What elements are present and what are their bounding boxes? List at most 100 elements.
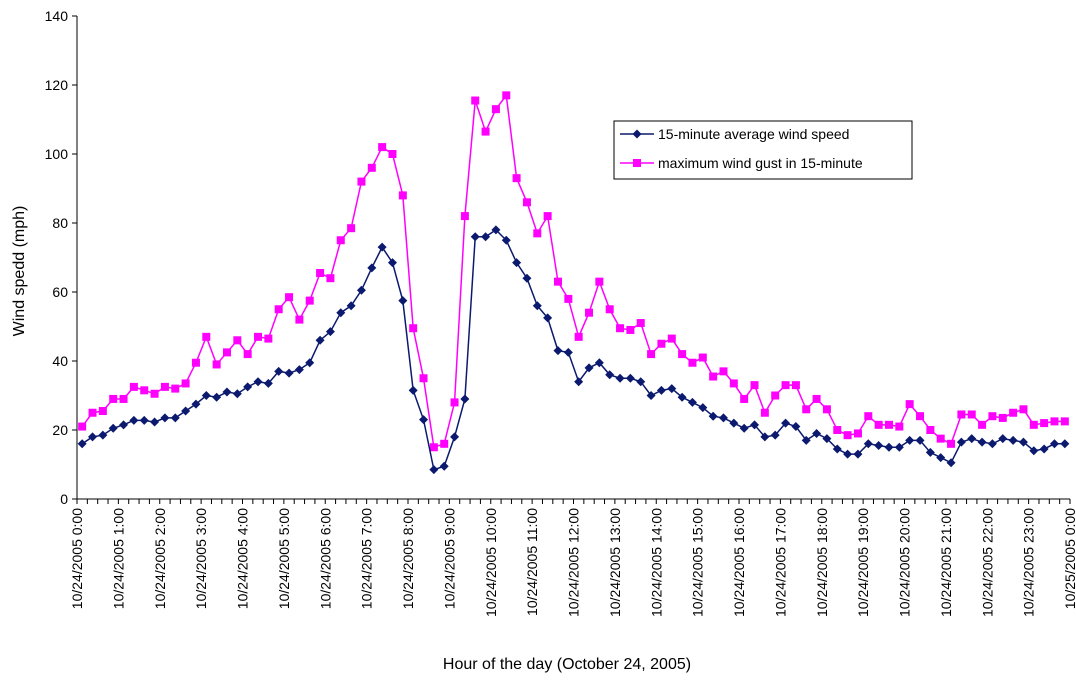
data-point — [625, 373, 635, 383]
data-point — [1049, 439, 1059, 449]
data-point — [946, 458, 956, 468]
data-point — [874, 420, 883, 429]
data-point — [812, 428, 822, 438]
data-point — [687, 397, 697, 407]
y-tick-label: 120 — [45, 77, 69, 93]
y-axis-label: Wind spedd (mph) — [11, 206, 28, 337]
x-tick-label: 10/24/2005 23:00 — [1021, 508, 1037, 617]
legend-box — [613, 120, 913, 180]
data-point — [998, 413, 1007, 422]
data-point — [740, 394, 749, 403]
x-tick-label: 10/24/2005 16:00 — [731, 508, 747, 617]
data-point — [471, 96, 480, 105]
data-point — [512, 258, 522, 268]
data-point — [936, 434, 945, 443]
data-point — [729, 418, 739, 428]
x-tick-label: 10/24/2005 18:00 — [814, 508, 830, 617]
data-point — [564, 294, 573, 303]
data-point — [864, 412, 873, 421]
data-point — [667, 334, 676, 343]
data-point — [1050, 417, 1059, 426]
data-point — [367, 163, 376, 172]
data-point — [88, 408, 97, 417]
data-point — [532, 301, 542, 311]
data-point — [843, 449, 853, 459]
data-point — [750, 381, 759, 390]
data-point — [460, 212, 469, 221]
data-point — [884, 442, 894, 452]
y-tick-label: 100 — [45, 146, 69, 162]
data-point — [750, 420, 760, 430]
data-point — [419, 415, 429, 425]
data-point — [915, 435, 925, 445]
data-point — [760, 408, 769, 417]
data-point — [884, 420, 893, 429]
data-point — [926, 426, 935, 434]
data-point — [553, 346, 563, 356]
y-tick-labels: 0 20 40 60 80 100 120 140 — [45, 8, 69, 507]
data-point — [316, 269, 325, 278]
data-point — [533, 229, 542, 238]
data-point — [170, 413, 180, 423]
data-point — [202, 332, 211, 341]
x-tick-label: 10/24/2005 15:00 — [690, 508, 706, 617]
data-point — [408, 385, 418, 395]
data-point — [460, 394, 470, 404]
data-point — [78, 422, 87, 431]
data-point — [957, 410, 966, 419]
data-point — [294, 365, 304, 375]
data-point — [232, 389, 242, 399]
y-tick-label: 140 — [45, 8, 69, 24]
data-point — [1029, 446, 1039, 456]
data-point — [191, 399, 201, 409]
data-point — [398, 191, 407, 200]
data-point — [1060, 417, 1069, 426]
data-point — [998, 434, 1008, 444]
data-point — [388, 150, 397, 158]
data-point — [833, 426, 842, 434]
data-point — [563, 347, 573, 357]
data-point — [387, 258, 397, 268]
data-point — [719, 367, 728, 376]
data-point — [987, 439, 997, 449]
y-tick-label: 80 — [52, 215, 68, 231]
data-point — [543, 212, 552, 221]
data-point — [936, 453, 946, 463]
data-point — [646, 391, 656, 400]
data-point — [791, 381, 800, 390]
data-point — [295, 315, 304, 324]
data-point — [109, 394, 118, 403]
data-point — [647, 350, 656, 359]
data-point — [843, 431, 852, 440]
data-point — [201, 391, 211, 400]
y-tick-label: 40 — [52, 353, 68, 369]
data-point — [429, 465, 439, 475]
x-tick-label: 10/25/2005 0:00 — [1062, 508, 1076, 609]
data-point — [853, 449, 863, 459]
y-tick-label: 60 — [52, 284, 68, 300]
data-point — [222, 348, 231, 357]
data-point — [377, 242, 387, 252]
data-point — [512, 174, 521, 183]
data-point — [636, 319, 645, 328]
data-point — [739, 423, 749, 433]
data-point — [481, 127, 490, 136]
data-point — [905, 400, 914, 409]
data-point — [212, 392, 222, 402]
data-point — [150, 417, 160, 427]
data-point — [491, 225, 501, 235]
data-point — [781, 381, 790, 390]
data-point — [1009, 408, 1018, 417]
data-point — [450, 398, 459, 407]
data-point — [636, 377, 646, 387]
x-tick-label: 10/24/2005 19:00 — [855, 508, 871, 617]
data-point — [615, 373, 625, 383]
x-tick-label: 10/24/2005 13:00 — [607, 508, 623, 617]
x-tick-label: 10/24/2005 17:00 — [772, 508, 788, 617]
data-point — [802, 405, 811, 414]
data-point — [595, 277, 604, 286]
data-point — [378, 143, 387, 152]
x-tick-label: 10/24/2005 1:00 — [110, 508, 126, 609]
data-point — [139, 415, 149, 425]
data-point — [781, 418, 791, 428]
